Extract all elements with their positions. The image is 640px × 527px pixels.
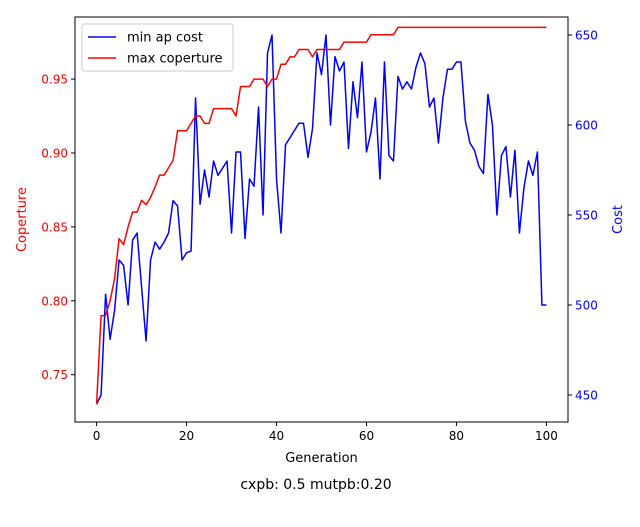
right-axis-label: Cost	[611, 205, 626, 234]
x-tick-label: 60	[359, 429, 374, 443]
series-layer	[95, 26, 547, 405]
axes-layer: 0 20 40 60 80 100 0.75 0.80 0.85 0.90 0.95 450 500 55…	[41, 29, 598, 444]
series-line-max-coperture	[95, 26, 547, 405]
legend-label-max-coperture: max coperture	[127, 52, 223, 67]
x-tick-label: 100	[535, 429, 558, 443]
right-tick-label: 450	[575, 389, 598, 403]
legend: min ap cost max coperture	[81, 23, 234, 72]
right-tick-label: 600	[575, 119, 598, 133]
x-axis-label: Generation	[285, 451, 358, 466]
left-axis-label: Coperture	[15, 187, 30, 252]
right-tick-label: 650	[575, 29, 598, 43]
figure-caption: cxpb: 0.5 mutpb:0.20	[240, 477, 391, 493]
left-tick-label: 0.80	[41, 294, 68, 308]
left-tick-label: 0.95	[41, 73, 68, 87]
left-tick-label: 0.75	[41, 368, 68, 382]
x-tick-label: 80	[449, 429, 464, 443]
left-tick-label: 0.85	[41, 220, 68, 234]
right-tick-label: 550	[575, 209, 598, 223]
series-line-min-ap-cost	[95, 34, 547, 405]
x-tick-label: 40	[269, 429, 284, 443]
x-tick-label: 0	[93, 429, 101, 443]
right-tick-label: 500	[575, 299, 598, 313]
plot-frame	[74, 16, 569, 423]
x-tick-label: 20	[179, 429, 194, 443]
legend-label-min-ap-cost: min ap cost	[127, 31, 203, 46]
left-tick-label: 0.90	[41, 146, 68, 160]
legend-box	[81, 23, 234, 72]
